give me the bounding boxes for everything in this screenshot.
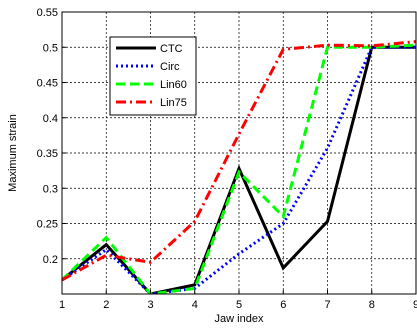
x-tick-label: 3 (147, 299, 153, 311)
axis-ticks: 1 2 3 4 5 6 7 8 9 0.2 0.25 0.3 0.35 0.4 0.45 0.5 0.55 (37, 7, 417, 311)
x-tick-label: 9 (413, 299, 417, 311)
series-line-ctc (62, 45, 416, 294)
y-tick-label: 0.5 (43, 42, 58, 54)
x-tick-label: 6 (280, 299, 286, 311)
y-tick-label: 0.25 (37, 219, 58, 231)
x-tick-label: 8 (369, 299, 375, 311)
x-tick-label: 5 (236, 299, 242, 311)
y-axis-label: Maximum strain (7, 114, 19, 192)
grid (62, 12, 416, 294)
y-tick-label: 0.3 (43, 183, 58, 195)
y-tick-label: 0.45 (37, 78, 58, 90)
legend-label-lin75: Lin75 (160, 97, 187, 109)
series-line-circ (62, 45, 416, 294)
series-line-lin75 (62, 40, 416, 282)
x-tick-label: 4 (192, 299, 198, 311)
legend-label-ctc: CTC (160, 43, 183, 55)
y-tick-label: 0.55 (37, 7, 58, 19)
x-tick-label: 2 (103, 299, 109, 311)
legend-label-lin60: Lin60 (160, 79, 187, 91)
x-tick-label: 1 (59, 299, 65, 311)
y-tick-label: 0.4 (43, 113, 58, 125)
legend: CTC Circ Lin60 Lin75 (109, 36, 197, 116)
x-axis-label: Jaw index (215, 313, 264, 325)
series-lines (62, 40, 416, 294)
x-tick-label: 7 (324, 299, 330, 311)
legend-label-circ: Circ (160, 61, 180, 73)
y-tick-label: 0.2 (43, 254, 58, 266)
y-tick-label: 0.35 (37, 148, 58, 160)
